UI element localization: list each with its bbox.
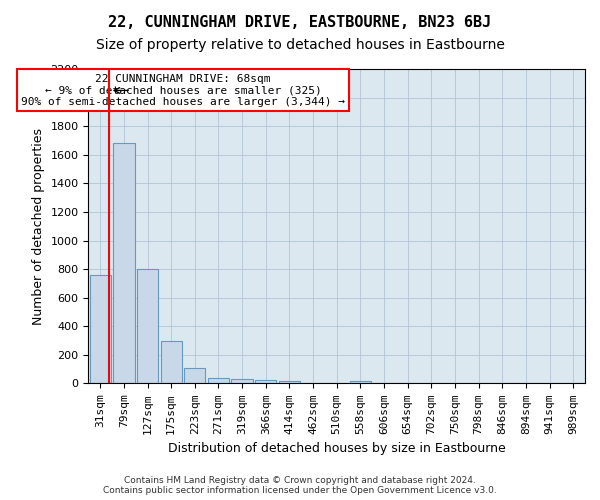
Bar <box>137 269 158 384</box>
Bar <box>161 340 182 384</box>
Bar <box>113 144 134 384</box>
Bar <box>350 380 371 384</box>
Text: Contains HM Land Registry data © Crown copyright and database right 2024.
Contai: Contains HM Land Registry data © Crown c… <box>103 476 497 495</box>
Bar <box>232 379 253 384</box>
Bar <box>208 378 229 384</box>
Bar <box>89 275 111 384</box>
Y-axis label: Number of detached properties: Number of detached properties <box>32 128 45 324</box>
Text: Size of property relative to detached houses in Eastbourne: Size of property relative to detached ho… <box>95 38 505 52</box>
Bar <box>279 380 300 384</box>
Text: 22 CUNNINGHAM DRIVE: 68sqm
← 9% of detached houses are smaller (325)
90% of semi: 22 CUNNINGHAM DRIVE: 68sqm ← 9% of detac… <box>21 74 345 107</box>
Bar <box>184 368 205 384</box>
X-axis label: Distribution of detached houses by size in Eastbourne: Distribution of detached houses by size … <box>168 442 506 455</box>
Bar <box>255 380 277 384</box>
Text: 22, CUNNINGHAM DRIVE, EASTBOURNE, BN23 6BJ: 22, CUNNINGHAM DRIVE, EASTBOURNE, BN23 6… <box>109 15 491 30</box>
